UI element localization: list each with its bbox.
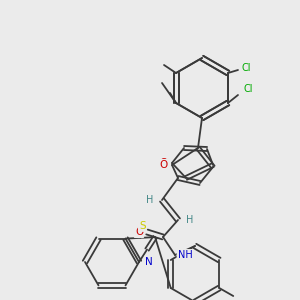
Text: O: O — [159, 160, 167, 170]
Text: NH: NH — [178, 250, 192, 260]
Text: H: H — [186, 215, 194, 225]
Text: O: O — [160, 158, 168, 168]
Text: O: O — [135, 227, 143, 237]
Text: H: H — [146, 195, 154, 205]
Text: S: S — [139, 221, 146, 231]
Text: Cl: Cl — [241, 63, 251, 73]
Text: Cl: Cl — [243, 84, 253, 94]
Text: N: N — [145, 256, 153, 267]
